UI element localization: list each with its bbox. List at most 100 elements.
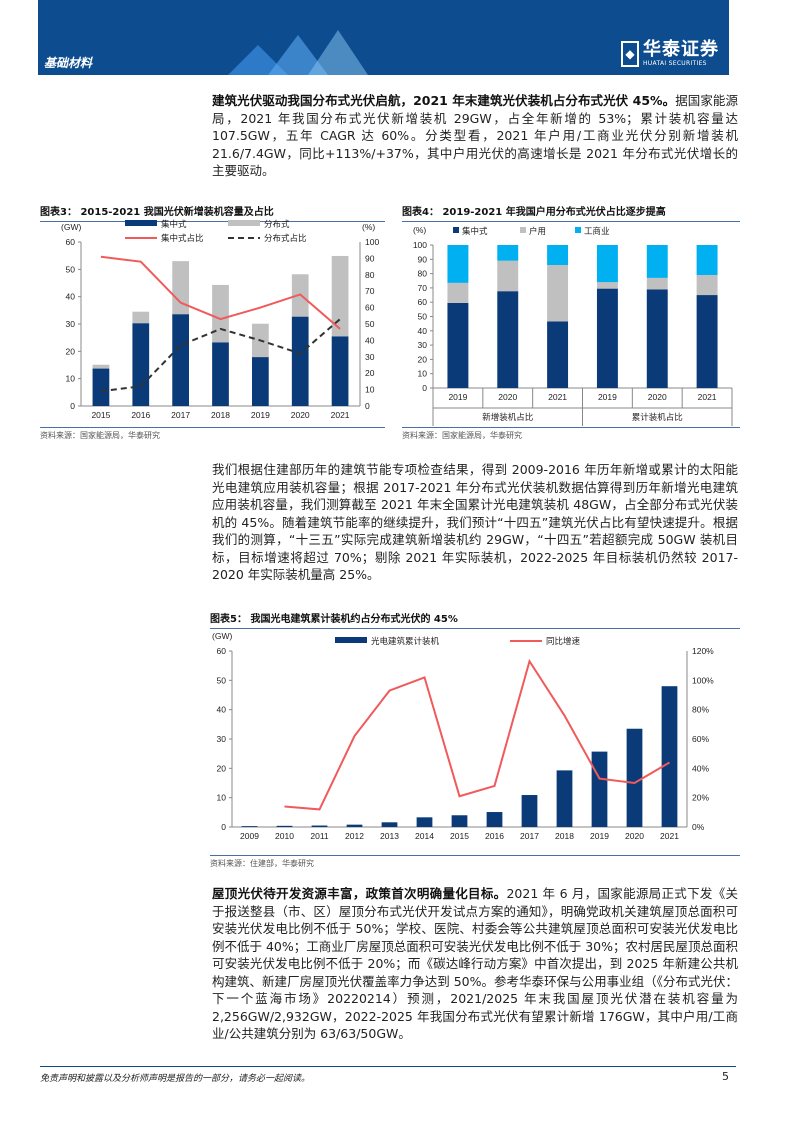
paragraph-rooftop-pv: 屋顶光伏待开发资源丰富，政策首次明确量化目标。2021 年 6 月，国家能源局正… xyxy=(212,885,738,1043)
y2-tick-label: 80 xyxy=(365,270,375,280)
bar-工商业 xyxy=(596,245,618,283)
y-tick-label: 90 xyxy=(418,254,428,264)
x-tick-label: 2020 xyxy=(498,392,517,402)
section-label: 基础材料 xyxy=(44,56,93,70)
y-tick-label: 60 xyxy=(217,646,227,656)
figure5-title: 图表5： 我国光电建筑累计装机约占分布式光伏的 45% xyxy=(210,610,740,629)
y2-tick-label: 20 xyxy=(365,368,375,378)
y2-tick-label: 70 xyxy=(365,286,375,296)
x-tick-label: 2021 xyxy=(548,392,567,402)
page-number: 5 xyxy=(722,1070,729,1083)
logo-cn: 华泰证券 xyxy=(643,39,719,60)
y2-tick-label: 50 xyxy=(365,319,375,329)
bar-户用 xyxy=(596,282,618,289)
x-tick-label: 2014 xyxy=(415,831,434,841)
y2-tick-label: 40% xyxy=(692,763,709,773)
x-tick-label: 2018 xyxy=(211,410,230,420)
bar-集中式 xyxy=(447,302,469,388)
y-tick-label: 60 xyxy=(418,297,428,307)
legend-label: 分布式占比 xyxy=(264,233,307,243)
bar-工商业 xyxy=(447,245,469,283)
figure5-source: 资料来源：住建部，华泰研究 xyxy=(210,855,740,869)
x-tick-label: 2010 xyxy=(275,831,294,841)
logo-mark-icon: ◆ xyxy=(621,40,639,67)
legend-swatch xyxy=(125,220,157,226)
bar-户用 xyxy=(646,277,668,290)
x-tick-label: 2019 xyxy=(448,392,467,402)
legend-swatch xyxy=(453,227,459,233)
bar-户用 xyxy=(547,265,569,322)
x-tick-label: 2018 xyxy=(555,831,574,841)
y2-axis-label: (%) xyxy=(362,222,375,232)
x-tick-label: 2017 xyxy=(520,831,539,841)
x-tick-label: 2021 xyxy=(331,410,350,420)
bar-光电建筑累计装机 xyxy=(381,822,398,827)
legend-swatch xyxy=(520,227,526,233)
report-header: 基础材料 ◆ 华泰证券 HUATAI SECURITIES xyxy=(38,0,729,75)
y2-tick-label: 10 xyxy=(365,385,375,395)
y-axis-label: (GW) xyxy=(212,631,232,641)
y-tick-label: 0 xyxy=(422,383,427,393)
x-tick-label: 2019 xyxy=(590,831,609,841)
legend-label: 同比增速 xyxy=(546,636,581,646)
x-tick-label: 2019 xyxy=(251,410,270,420)
y2-tick-label: 80% xyxy=(692,705,709,715)
logo-en: HUATAI SECURITIES xyxy=(643,60,707,67)
paragraph-building-pv: 建筑光伏驱动我国分布式光伏启航，2021 年末建筑光伏装机占分布式光伏 45%。… xyxy=(212,92,738,180)
bar-分布式 xyxy=(172,261,190,315)
bar-工商业 xyxy=(547,245,569,266)
line-同比增速 xyxy=(284,658,671,811)
y-tick-label: 50 xyxy=(217,675,227,685)
paragraph-body: 据国家能源局，2021 年我国分布式光伏新增装机 29GW，占全年新增的 53%… xyxy=(212,93,738,178)
line-分布式占比 xyxy=(100,318,341,393)
y-tick-label: 40 xyxy=(418,326,428,336)
y-tick-label: 10 xyxy=(418,369,428,379)
legend-label: 户用 xyxy=(529,226,546,236)
x-tick-label: 2021 xyxy=(698,392,717,402)
bar-集中式 xyxy=(696,295,718,388)
y-axis-label: (GW) xyxy=(61,222,81,232)
bar-工商业 xyxy=(646,245,668,278)
y2-tick-label: 100% xyxy=(692,675,714,685)
x-tick-label: 2009 xyxy=(240,831,259,841)
bar-光电建筑累计装机 xyxy=(311,825,328,827)
legend-swatch xyxy=(335,637,367,643)
x-tick-label: 2015 xyxy=(91,410,110,420)
y-tick-label: 70 xyxy=(418,283,428,293)
legend-label: 集中式占比 xyxy=(161,233,204,243)
y-tick-label: 80 xyxy=(418,269,428,279)
bar-光电建筑累计装机 xyxy=(486,812,503,827)
figure4-source: 资料来源：国家能源局，华泰研究 xyxy=(402,427,740,441)
paragraph-body: 我们根据住建部历年的建筑节能专项检查结果，得到 2009-2016 年历年新增或… xyxy=(212,462,738,582)
huatai-logo: ◆ 华泰证券 HUATAI SECURITIES xyxy=(621,40,719,67)
x-tick-label: 2016 xyxy=(485,831,504,841)
y-tick-label: 10 xyxy=(66,374,76,384)
bar-工商业 xyxy=(497,245,519,261)
y-tick-label: 100 xyxy=(413,240,427,250)
paragraph-lead: 屋顶光伏待开发资源丰富，政策首次明确量化目标。 xyxy=(212,886,507,901)
y-axis-label: (%) xyxy=(413,225,426,235)
y-tick-label: 40 xyxy=(66,292,76,302)
bar-集中式 xyxy=(132,323,150,406)
y2-tick-label: 40 xyxy=(365,335,375,345)
y2-tick-label: 90 xyxy=(365,253,375,263)
y2-tick-label: 100 xyxy=(365,237,379,247)
x-tick-label: 2020 xyxy=(648,392,667,402)
y2-tick-label: 60 xyxy=(365,303,375,313)
group-label: 新增装机占比 xyxy=(482,412,533,422)
y-tick-label: 50 xyxy=(66,264,76,274)
bar-光电建筑累计装机 xyxy=(591,751,608,827)
figure3-source: 资料来源：国家能源局，华泰研究 xyxy=(40,427,385,441)
bar-户用 xyxy=(447,282,469,303)
bar-集中式 xyxy=(497,291,519,388)
bar-光电建筑累计装机 xyxy=(346,824,363,827)
bar-集中式 xyxy=(251,357,269,406)
footer-divider xyxy=(40,1066,736,1067)
bar-光电建筑累计装机 xyxy=(241,826,258,827)
y2-tick-label: 60% xyxy=(692,734,709,744)
y-tick-label: 0 xyxy=(221,822,226,832)
bar-集中式 xyxy=(331,336,349,406)
y-tick-label: 20 xyxy=(217,763,227,773)
